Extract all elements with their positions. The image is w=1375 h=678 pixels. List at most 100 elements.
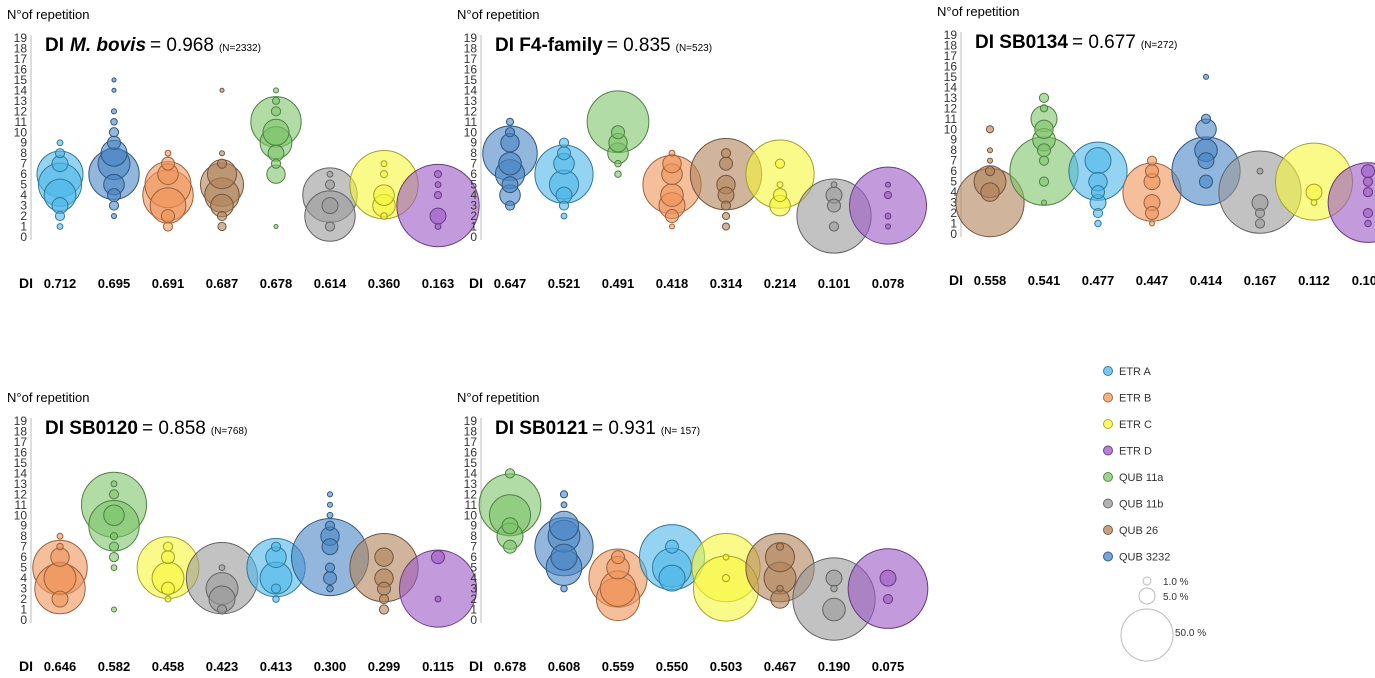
y-tick-label: 10 xyxy=(944,122,958,136)
bubble-qub-3232-14 xyxy=(111,87,117,93)
bubble-qub-11a-7 xyxy=(108,541,120,552)
di-value-qub-3232: 0.414 xyxy=(1190,273,1223,288)
y-tick-label: 7 xyxy=(470,157,477,171)
bubble-etr-c-7 xyxy=(774,158,786,169)
x-axis-label: DI xyxy=(19,658,33,674)
y-tick-label: 13 xyxy=(464,477,478,491)
y-tick-label: 9 xyxy=(470,136,477,150)
y-tick-label: 18 xyxy=(464,41,478,55)
bubble-qub-26-7 xyxy=(775,542,785,551)
di-value-etr-a: 0.477 xyxy=(1082,273,1115,288)
bubble-qub-26-14 xyxy=(219,87,225,93)
bubble-qub-11a-14 xyxy=(504,468,516,479)
bubble-qub-26-7 xyxy=(718,156,734,171)
y-tick-label: 17 xyxy=(14,52,28,66)
bubble-qub-3232-9 xyxy=(106,135,122,150)
legend-size-label-2: 50.0 % xyxy=(1175,628,1206,639)
di-value-qub-3232: 0.608 xyxy=(548,659,581,674)
di-value-qub-11b: 0.423 xyxy=(206,659,239,674)
di-value-qub-11a: 0.491 xyxy=(602,276,635,291)
legend-marker-qub-11b xyxy=(1103,498,1113,509)
legend-size-circle-1 xyxy=(1138,587,1156,605)
y-tick-label: 4 xyxy=(470,571,477,585)
bubble-column-qub-11a xyxy=(250,87,302,230)
bubble-qub-11a-10 xyxy=(1034,119,1054,139)
bubble-etr-d-4 xyxy=(883,191,893,200)
bubble-column-etr-d xyxy=(396,163,480,248)
bubble-qub-3232-10 xyxy=(326,511,334,519)
bubble-qub-11a-10 xyxy=(103,504,125,527)
y-tick-label: 5 xyxy=(950,175,957,189)
bubble-etr-a-7 xyxy=(1084,147,1112,175)
y-tick-label: 10 xyxy=(14,508,28,522)
di-value-etr-c: 0.112 xyxy=(1298,273,1330,288)
y-tick-label: 6 xyxy=(470,550,477,564)
bubble-qub-26-3 xyxy=(776,584,784,593)
bubble-qub-11a-1 xyxy=(273,223,279,230)
bubble-qub-3232-12 xyxy=(559,490,569,499)
y-tick-label: 1 xyxy=(20,220,27,234)
bubble-etr-b-6 xyxy=(1144,164,1160,179)
y-tick-label: 18 xyxy=(14,41,28,55)
bubble-qub-11b-6 xyxy=(326,170,334,178)
bubble-column-qub-11a xyxy=(586,90,650,178)
bubble-column-etr-c xyxy=(691,533,761,622)
di-value-qub-3232: 0.647 xyxy=(494,276,527,291)
bubble-etr-d-6 xyxy=(433,170,443,179)
bubble-qub-3232-7 xyxy=(498,151,522,176)
bubble-etr-c-4 xyxy=(1305,183,1323,201)
bubble-column-etr-a xyxy=(36,139,84,230)
bubble-etr-d-4 xyxy=(1362,187,1374,198)
bubble-etr-d-2 xyxy=(434,595,442,603)
y-tick-label: 1 xyxy=(950,217,957,231)
di-value-etr-c: 0.214 xyxy=(764,276,797,291)
bubble-etr-b-8 xyxy=(668,149,676,157)
y-tick-label: 19 xyxy=(14,414,28,428)
bubble-qub-11a-7 xyxy=(270,158,282,169)
bubble-etr-a-9 xyxy=(558,137,570,148)
bubble-qub-11a-9 xyxy=(501,517,519,535)
bubble-qub-26-7 xyxy=(216,158,228,169)
title-value: = 0.858 xyxy=(142,418,206,439)
bubble-qub-26-2 xyxy=(770,589,790,609)
bubble-column-etr-b xyxy=(142,149,194,232)
y-tick-label: 12 xyxy=(464,104,478,118)
y-tick-label: 12 xyxy=(944,101,958,115)
bubble-etr-d-1 xyxy=(434,223,442,230)
bubble-column-etr-b xyxy=(588,548,648,622)
di-value-qub-11a: 0.582 xyxy=(98,659,131,674)
bubble-qub-26-7 xyxy=(986,157,994,164)
chart-panel-mbovis: N°of repetition 0 1 2 3 4 5 6 7 8 9 10 11 12 13 14 15 16 1… xyxy=(5,5,480,295)
legend-label-qub-26: QUB 26 xyxy=(1119,525,1158,537)
bubble-qub-11a-12 xyxy=(108,489,120,500)
y-axis-label: N°of repetition xyxy=(457,7,540,22)
y-tick-label: 5 xyxy=(470,561,477,575)
bubble-column-qub-3232 xyxy=(482,117,538,211)
y-tick-label: 10 xyxy=(14,125,28,139)
bubble-qub-3232-3 xyxy=(560,584,568,593)
y-tick-label: 11 xyxy=(465,498,478,512)
bubble-etr-b-7 xyxy=(160,156,176,171)
y-tick-label: 3 xyxy=(470,582,477,596)
bubble-qub-11a-7 xyxy=(502,539,518,554)
legend-label-etr-c: ETR C xyxy=(1119,419,1152,431)
bubble-column-etr-c xyxy=(745,139,815,217)
bubble-qub-26-2 xyxy=(721,211,731,221)
di-value-etr-b: 0.418 xyxy=(656,276,689,291)
di-value-qub-26: 0.299 xyxy=(368,659,401,674)
di-value-etr-b: 0.447 xyxy=(1136,273,1169,288)
bubble-etr-c-6 xyxy=(722,553,730,561)
bubble-etr-c-5 xyxy=(776,181,784,189)
y-tick-label: 17 xyxy=(464,435,478,449)
y-tick-label: 5 xyxy=(20,561,27,575)
title-sample-size: (N=272) xyxy=(1141,40,1177,51)
bubble-qub-26-1 xyxy=(378,604,390,615)
bubble-qub-3232-9 xyxy=(324,520,336,531)
y-tick-label: 5 xyxy=(470,178,477,192)
chart-panel-sb0121: N°of repetition 0 1 2 3 4 5 6 7 8 9 10 11 12 13 14 15 16 1… xyxy=(455,388,929,678)
y-tick-label: 7 xyxy=(950,154,957,168)
y-tick-label: 1 xyxy=(470,220,477,234)
bubble-qub-3232-7 xyxy=(1197,152,1215,170)
di-value-qub-11b: 0.190 xyxy=(818,659,851,674)
bubble-qub-26-8 xyxy=(720,148,732,159)
